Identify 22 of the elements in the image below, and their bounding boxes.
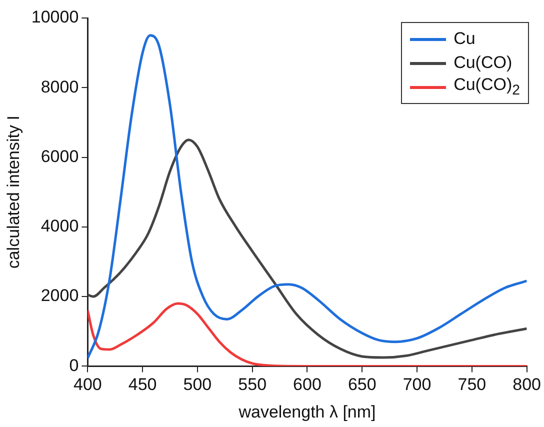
y-tick-label: 2000 [40, 286, 79, 306]
x-tick-label: 550 [238, 375, 267, 394]
x-tick-label: 450 [128, 375, 157, 394]
legend-label: Cu(CO) [454, 53, 512, 73]
line-series [88, 34, 527, 360]
x-axis-title: wavelength λ [nm] [238, 402, 376, 422]
legend-label: Cu(CO)$_{2}$ [454, 75, 520, 99]
x-tick-label: 400 [73, 375, 102, 394]
x-tick-label: 500 [183, 375, 212, 394]
y-tick-label: 0 [69, 356, 79, 375]
legend-label: Cu [454, 29, 476, 49]
y-tick-label: 6000 [40, 146, 79, 166]
x-tick-label: 700 [402, 375, 432, 394]
x-tick-label: 650 [348, 375, 376, 394]
x-tick-label: 750 [458, 375, 486, 394]
line-series [88, 138, 527, 359]
y-tick-label: 4000 [40, 216, 79, 236]
y-tick-label: 8000 [40, 77, 79, 96]
x-tick-label: 800 [512, 375, 542, 394]
y-tick-label: 10000 [31, 8, 79, 27]
x-tick-label: 600 [293, 375, 322, 394]
y-axis-title: calculated intensity I [4, 116, 23, 269]
